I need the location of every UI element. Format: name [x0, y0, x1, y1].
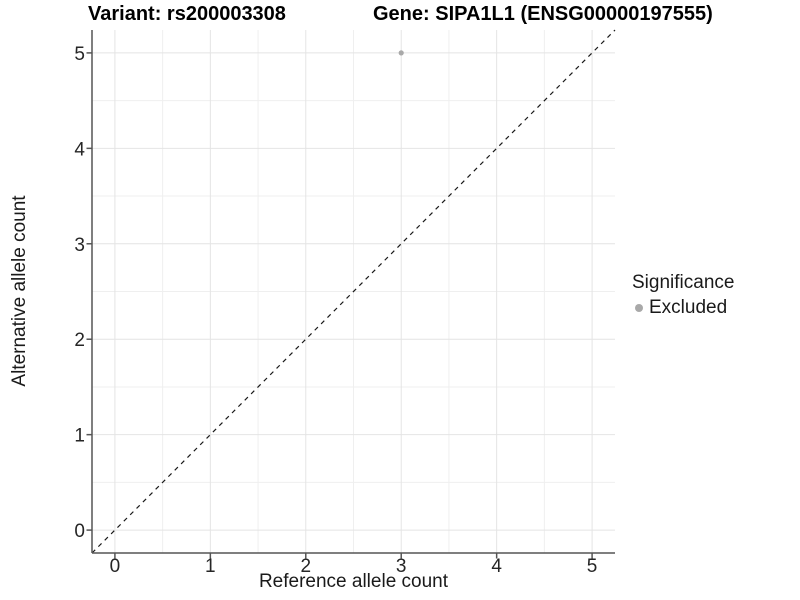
identity-line [91, 29, 616, 554]
y-tick-label: 0 [74, 521, 85, 542]
x-tick-label: 0 [110, 556, 121, 577]
gene-title: Gene: SIPA1L1 (ENSG00000197555) [373, 3, 713, 25]
y-tick-label: 2 [74, 330, 85, 351]
y-axis-title: Alternative allele count [9, 195, 30, 387]
y-tick-label: 1 [74, 426, 85, 447]
x-tick-label: 2 [300, 556, 311, 577]
legend-title: Significance [632, 272, 735, 293]
x-tick-label: 4 [491, 556, 502, 577]
x-tick-label: 1 [205, 556, 216, 577]
x-axis-title: Reference allele count [258, 571, 449, 592]
variant-title: Variant: rs200003308 [88, 3, 286, 25]
legend-item-label: Excluded [649, 297, 728, 318]
excluded-point-icon [635, 304, 643, 312]
y-tick-label: 5 [74, 44, 85, 65]
x-tick-label: 5 [587, 556, 598, 577]
x-tick-label: 3 [396, 556, 407, 577]
legend: Significance Excluded [632, 272, 734, 319]
data-point [398, 50, 404, 56]
legend-item-excluded: Excluded [632, 297, 734, 319]
y-tick-label: 4 [74, 139, 85, 160]
y-tick-label: 3 [74, 235, 85, 256]
